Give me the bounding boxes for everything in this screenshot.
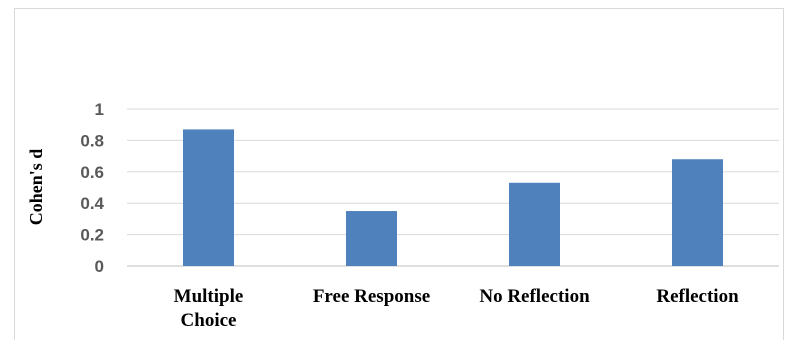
x-category-label: Multiple bbox=[174, 286, 244, 307]
y-tick-label: 1 bbox=[95, 100, 104, 119]
x-category-label: No Reflection bbox=[479, 286, 590, 307]
x-category-label: Choice bbox=[181, 310, 237, 331]
y-tick-labels: 0 0.2 0.4 0.6 0.8 1 bbox=[80, 100, 104, 276]
x-category-label: Free Response bbox=[313, 286, 430, 307]
y-tick-label: 0.8 bbox=[80, 131, 104, 150]
chart-frame bbox=[14, 8, 784, 340]
x-category-label: Reflection bbox=[656, 286, 739, 307]
y-tick-label: 0.4 bbox=[80, 194, 104, 213]
y-axis-title: Cohen's d bbox=[26, 149, 46, 226]
x-category-labels: Multiple Choice Free Response No Reflection… bbox=[174, 286, 739, 331]
bar bbox=[346, 211, 397, 266]
bars bbox=[183, 129, 723, 266]
y-tick-label: 0 bbox=[95, 257, 104, 276]
bar bbox=[509, 182, 560, 266]
bar bbox=[183, 129, 234, 266]
gridlines bbox=[127, 108, 779, 267]
y-tick-label: 0.6 bbox=[80, 163, 104, 182]
y-tick-label: 0.2 bbox=[80, 226, 104, 245]
bar bbox=[672, 159, 723, 266]
